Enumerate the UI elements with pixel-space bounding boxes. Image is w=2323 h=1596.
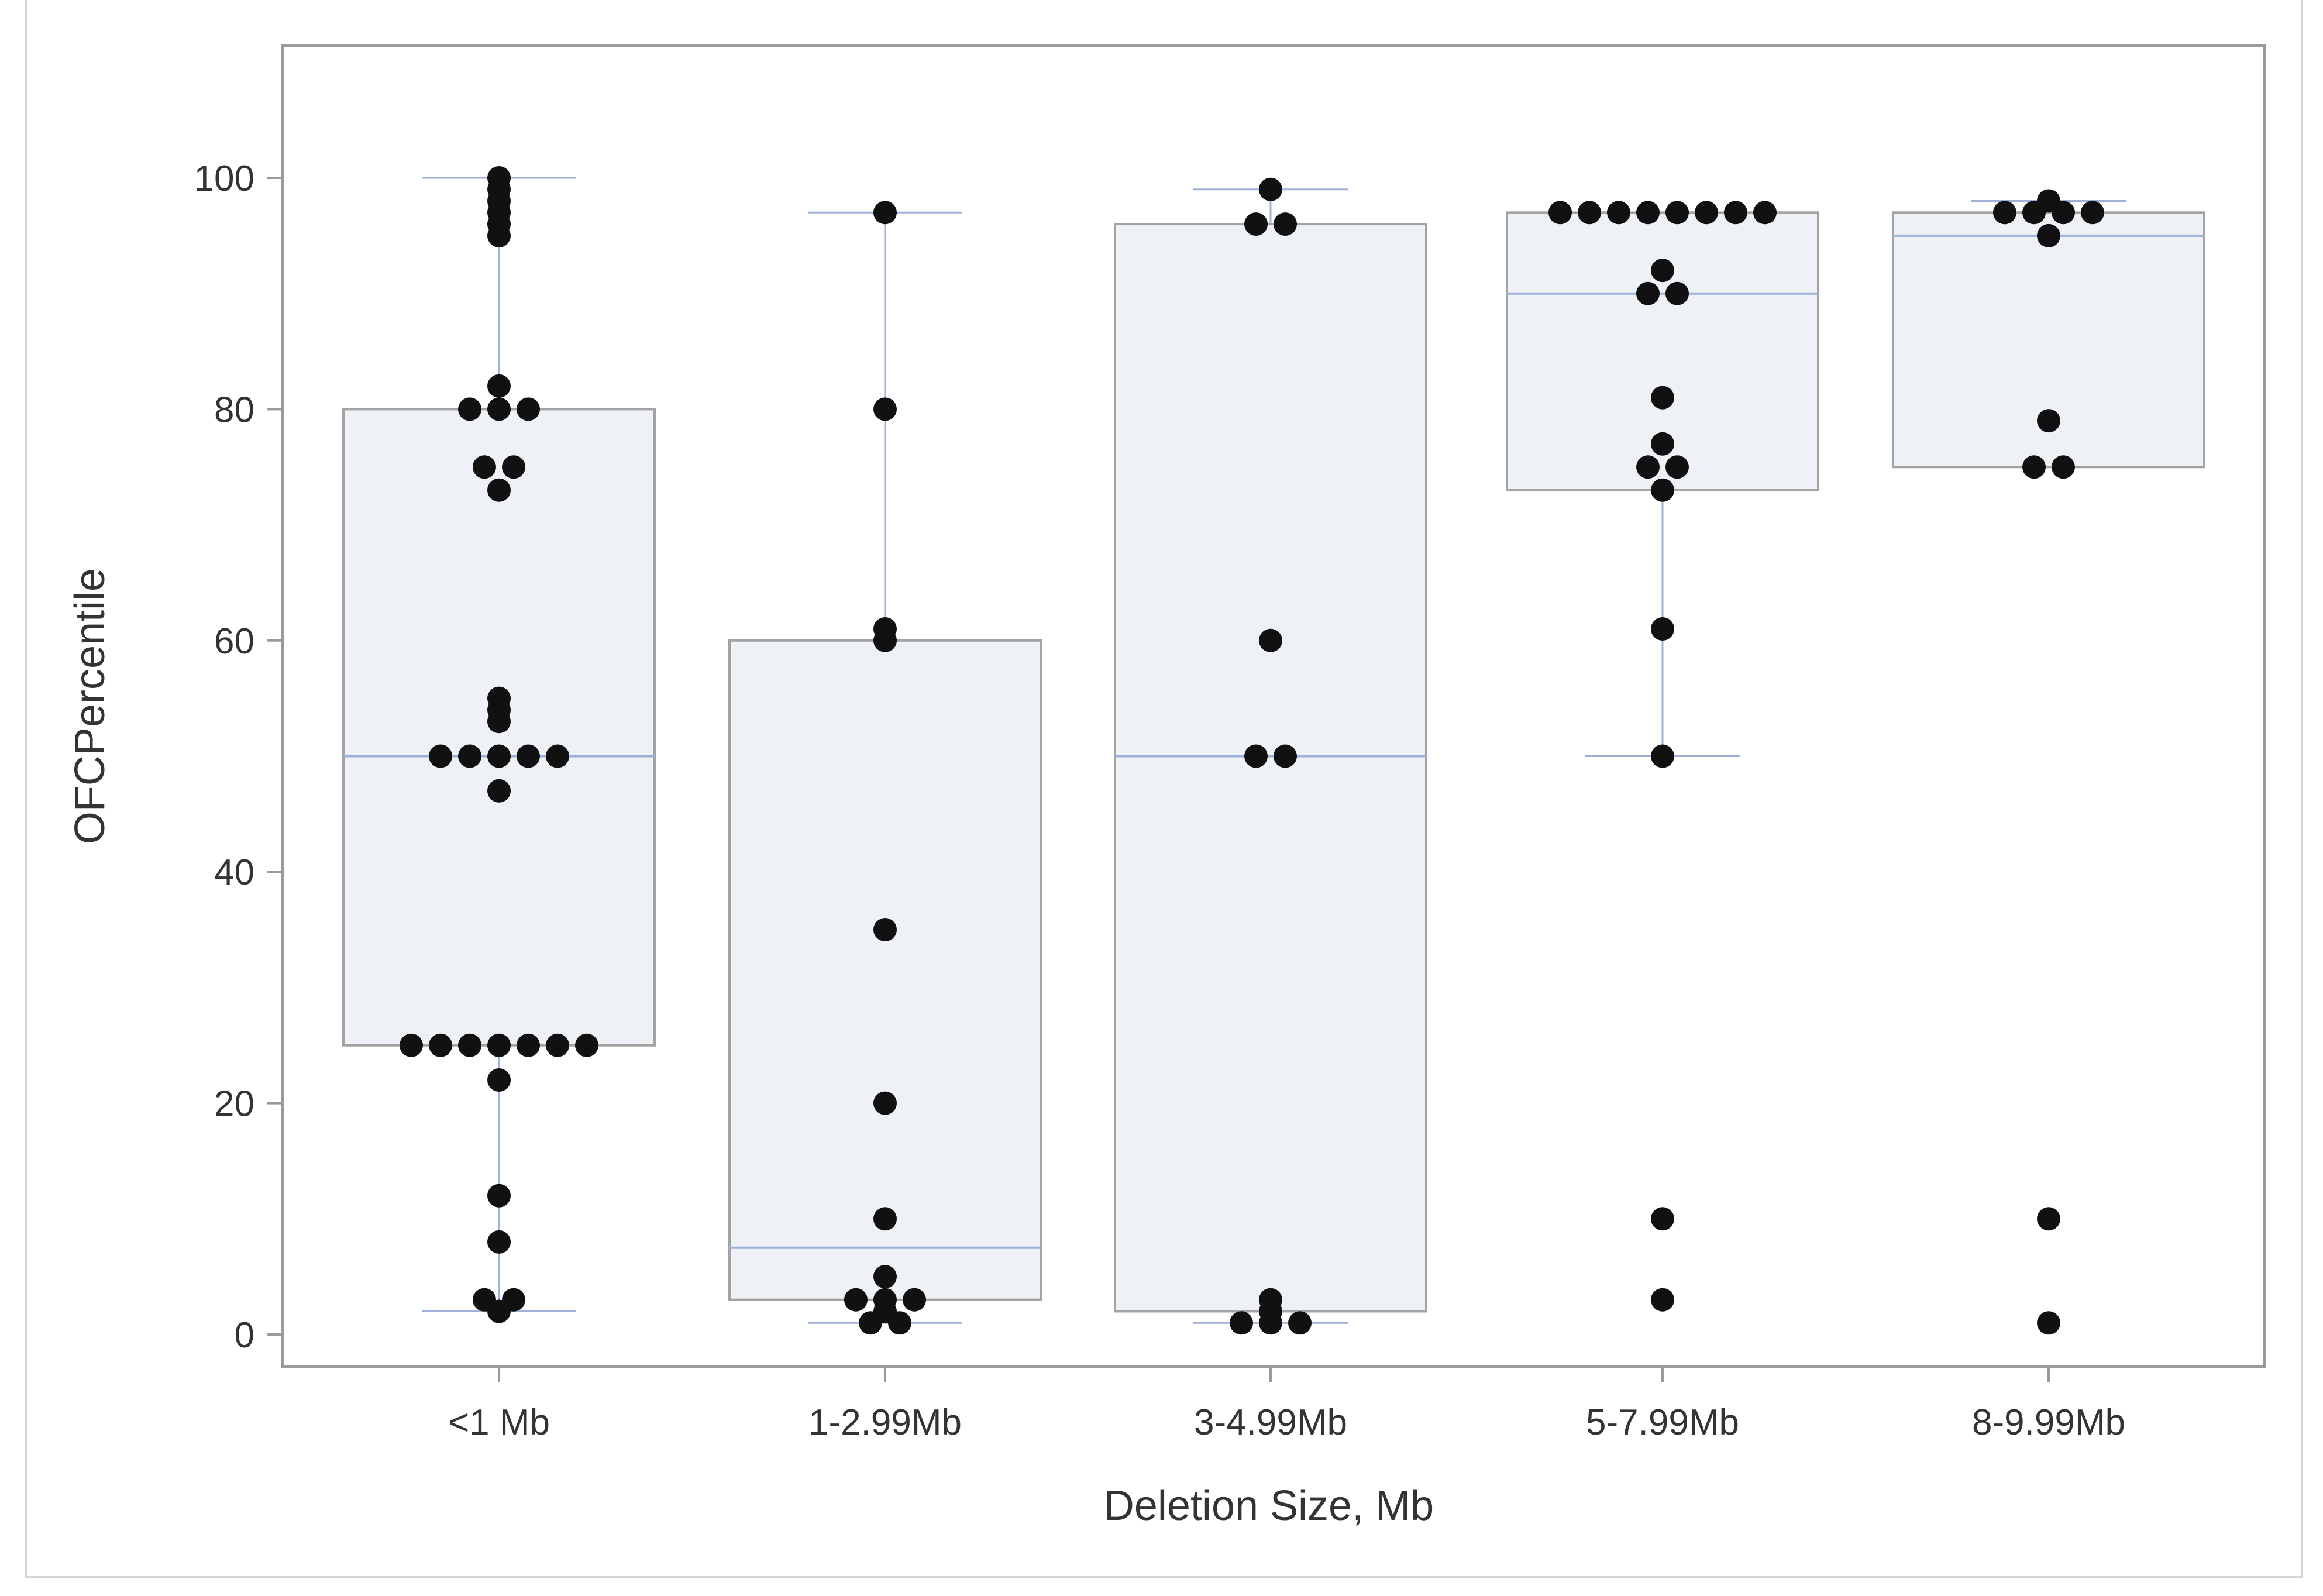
data-point <box>2037 223 2060 247</box>
data-point <box>1651 259 1674 283</box>
data-point <box>1651 1288 1674 1312</box>
data-point <box>1665 455 1689 479</box>
data-point <box>873 1207 897 1231</box>
data-point <box>487 478 511 502</box>
y-tick-label: 60 <box>214 621 254 662</box>
data-point <box>2037 1207 2060 1231</box>
y-tick-label: 80 <box>214 390 254 430</box>
data-point <box>487 686 511 710</box>
data-point <box>873 1288 897 1312</box>
data-point <box>903 1288 926 1312</box>
data-point <box>517 744 540 768</box>
data-point <box>487 397 511 421</box>
data-point <box>2037 1311 2060 1335</box>
iqr-box <box>1114 223 1427 1313</box>
data-point <box>2037 409 2060 433</box>
x-tick-label: 5-7.99Mb <box>1586 1402 1739 1443</box>
data-point <box>458 397 481 421</box>
data-point <box>1753 201 1777 225</box>
data-point <box>1244 744 1268 768</box>
data-point <box>1607 201 1630 225</box>
data-point <box>1651 617 1674 641</box>
data-point <box>458 1033 481 1057</box>
data-point <box>487 374 511 398</box>
data-point <box>873 201 897 225</box>
data-point <box>458 744 481 768</box>
data-point <box>400 1033 423 1057</box>
data-point <box>1665 281 1689 305</box>
data-point <box>1651 478 1674 502</box>
data-point <box>2081 201 2104 225</box>
data-point <box>844 1288 868 1312</box>
data-point <box>429 1033 452 1057</box>
data-point <box>487 744 511 768</box>
points-layer <box>400 166 2104 1335</box>
data-point <box>1651 432 1674 456</box>
data-point <box>517 1033 540 1057</box>
x-tick-label: 3-4.99Mb <box>1194 1402 1347 1443</box>
y-axis-title: OFCPercentile <box>67 568 113 844</box>
data-point <box>1259 1288 1282 1312</box>
data-point <box>873 397 897 421</box>
data-point <box>487 1068 511 1092</box>
y-tick-label: 0 <box>235 1315 254 1356</box>
data-point <box>1651 744 1674 768</box>
data-point <box>1636 281 1660 305</box>
data-point <box>1259 177 1282 201</box>
y-tick-label: 20 <box>214 1084 254 1124</box>
data-point <box>1695 201 1718 225</box>
data-point <box>546 744 569 768</box>
chart-frame <box>25 0 2303 1578</box>
data-point <box>1548 201 1572 225</box>
data-point <box>1578 201 1601 225</box>
x-axis-title: Deletion Size, Mb <box>1104 1483 1434 1529</box>
y-axis: 0 20 40 60 80 100 <box>194 159 283 1356</box>
data-point <box>1636 455 1660 479</box>
data-point <box>2022 455 2046 479</box>
data-point <box>873 918 897 942</box>
data-point <box>502 1288 525 1312</box>
data-point <box>1274 212 1297 236</box>
data-point <box>1724 201 1747 225</box>
data-point <box>1259 628 1282 652</box>
data-point <box>1665 201 1689 225</box>
data-point <box>487 779 511 803</box>
y-tick-label: 40 <box>214 852 254 893</box>
data-point <box>873 617 897 641</box>
data-point <box>1288 1311 1312 1335</box>
data-point <box>502 455 525 479</box>
data-point <box>2052 455 2075 479</box>
data-point <box>1230 1311 1253 1335</box>
iqr-box <box>728 639 1042 1301</box>
data-point <box>546 1033 569 1057</box>
data-point <box>487 1033 511 1057</box>
data-point <box>487 1230 511 1254</box>
data-point <box>873 1091 897 1115</box>
x-tick-label: 8-9.99Mb <box>1972 1402 2125 1443</box>
data-point <box>1651 1207 1674 1231</box>
data-point <box>1244 212 1268 236</box>
data-point <box>429 744 452 768</box>
data-point <box>1274 744 1297 768</box>
data-point <box>487 166 511 190</box>
data-point <box>517 397 540 421</box>
data-point <box>1651 386 1674 410</box>
data-point <box>473 455 496 479</box>
data-point <box>473 1288 496 1312</box>
data-point <box>2037 189 2060 213</box>
data-point <box>1993 201 2016 225</box>
data-point <box>487 1184 511 1208</box>
data-point <box>1636 201 1660 225</box>
data-point <box>873 1265 897 1289</box>
x-tick-label: <1 Mb <box>448 1402 550 1443</box>
x-axis: <1 Mb 1-2.99Mb 3-4.99Mb 5-7.99Mb 8-9.99Mb <box>448 1367 2125 1443</box>
x-tick-label: 1-2.99Mb <box>808 1402 962 1443</box>
data-point <box>575 1033 598 1057</box>
y-tick-label: 100 <box>194 159 254 199</box>
